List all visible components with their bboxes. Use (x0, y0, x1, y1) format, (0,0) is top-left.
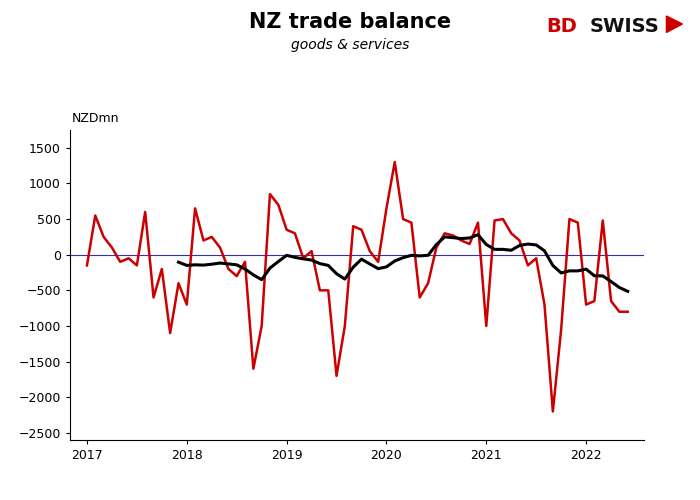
Text: goods & services: goods & services (290, 38, 410, 52)
Text: NZ trade balance: NZ trade balance (249, 12, 451, 32)
Text: SWISS: SWISS (589, 18, 659, 36)
Text: BD: BD (546, 18, 577, 36)
Text: NZDmn: NZDmn (71, 112, 119, 125)
